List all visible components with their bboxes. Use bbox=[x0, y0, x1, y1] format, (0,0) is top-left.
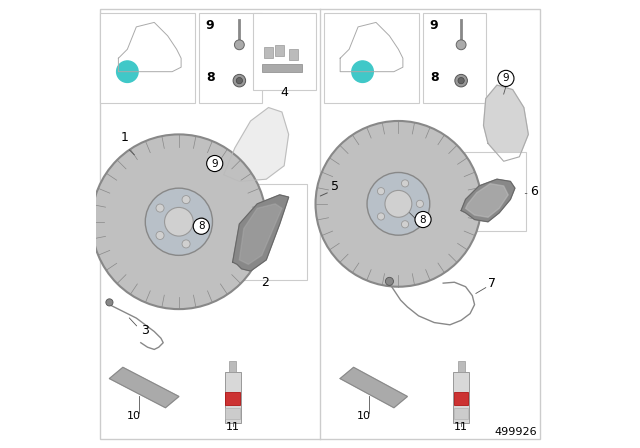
Bar bbox=[225, 392, 240, 405]
Text: 6: 6 bbox=[530, 185, 538, 198]
Circle shape bbox=[116, 61, 138, 82]
Circle shape bbox=[145, 188, 212, 255]
Text: 4: 4 bbox=[280, 86, 288, 99]
Circle shape bbox=[378, 188, 385, 195]
Circle shape bbox=[498, 70, 514, 86]
Bar bbox=[454, 392, 468, 405]
Circle shape bbox=[92, 134, 266, 309]
Circle shape bbox=[106, 299, 113, 306]
Text: 7: 7 bbox=[488, 277, 496, 290]
Polygon shape bbox=[461, 179, 515, 222]
Circle shape bbox=[378, 213, 385, 220]
Circle shape bbox=[234, 40, 244, 50]
Polygon shape bbox=[224, 108, 289, 181]
Circle shape bbox=[385, 190, 412, 217]
Circle shape bbox=[352, 61, 373, 82]
Text: 9: 9 bbox=[206, 19, 214, 32]
Text: 9: 9 bbox=[211, 159, 218, 168]
Circle shape bbox=[455, 74, 467, 87]
FancyBboxPatch shape bbox=[253, 13, 316, 90]
Circle shape bbox=[316, 121, 481, 287]
Polygon shape bbox=[340, 367, 407, 408]
Text: 11: 11 bbox=[226, 422, 239, 432]
FancyBboxPatch shape bbox=[452, 152, 526, 231]
Circle shape bbox=[367, 172, 430, 235]
Circle shape bbox=[401, 180, 408, 187]
Circle shape bbox=[415, 211, 431, 228]
Text: 499926: 499926 bbox=[495, 427, 538, 437]
Bar bbox=[229, 361, 236, 372]
Circle shape bbox=[193, 218, 209, 234]
FancyBboxPatch shape bbox=[324, 13, 419, 103]
Text: 10: 10 bbox=[127, 411, 141, 421]
Text: 9: 9 bbox=[502, 73, 509, 83]
Circle shape bbox=[164, 207, 193, 236]
Circle shape bbox=[236, 78, 243, 84]
Text: 10: 10 bbox=[357, 411, 371, 421]
FancyBboxPatch shape bbox=[100, 13, 195, 103]
Text: 3: 3 bbox=[141, 324, 149, 337]
FancyBboxPatch shape bbox=[199, 13, 262, 103]
Bar bbox=[458, 361, 465, 372]
Circle shape bbox=[198, 218, 206, 226]
Text: 8: 8 bbox=[198, 221, 205, 231]
Bar bbox=[275, 45, 284, 56]
Circle shape bbox=[458, 78, 464, 84]
FancyBboxPatch shape bbox=[100, 9, 540, 439]
Circle shape bbox=[156, 204, 164, 212]
Text: 1: 1 bbox=[121, 131, 129, 144]
FancyBboxPatch shape bbox=[423, 13, 486, 103]
Text: 8: 8 bbox=[206, 71, 214, 84]
Circle shape bbox=[207, 155, 223, 172]
Circle shape bbox=[456, 40, 466, 50]
Circle shape bbox=[182, 240, 190, 248]
Polygon shape bbox=[484, 85, 529, 161]
Circle shape bbox=[385, 277, 394, 285]
Bar bbox=[225, 408, 240, 419]
Bar bbox=[289, 49, 298, 60]
Polygon shape bbox=[109, 367, 179, 408]
Polygon shape bbox=[466, 184, 508, 217]
Circle shape bbox=[401, 221, 408, 228]
Text: 2: 2 bbox=[261, 276, 269, 289]
Polygon shape bbox=[233, 195, 289, 271]
Text: 8: 8 bbox=[420, 215, 426, 224]
Circle shape bbox=[182, 196, 190, 204]
Bar bbox=[262, 64, 302, 72]
Text: 11: 11 bbox=[454, 422, 468, 432]
FancyBboxPatch shape bbox=[224, 184, 307, 280]
Text: 5: 5 bbox=[332, 181, 339, 194]
Bar bbox=[454, 408, 468, 419]
Text: 8: 8 bbox=[430, 71, 438, 84]
Text: 9: 9 bbox=[430, 19, 438, 32]
Circle shape bbox=[156, 232, 164, 240]
Circle shape bbox=[417, 200, 424, 207]
Bar bbox=[453, 372, 469, 423]
Polygon shape bbox=[239, 204, 282, 264]
Bar bbox=[225, 372, 241, 423]
Circle shape bbox=[233, 74, 246, 87]
Bar bbox=[264, 47, 273, 58]
